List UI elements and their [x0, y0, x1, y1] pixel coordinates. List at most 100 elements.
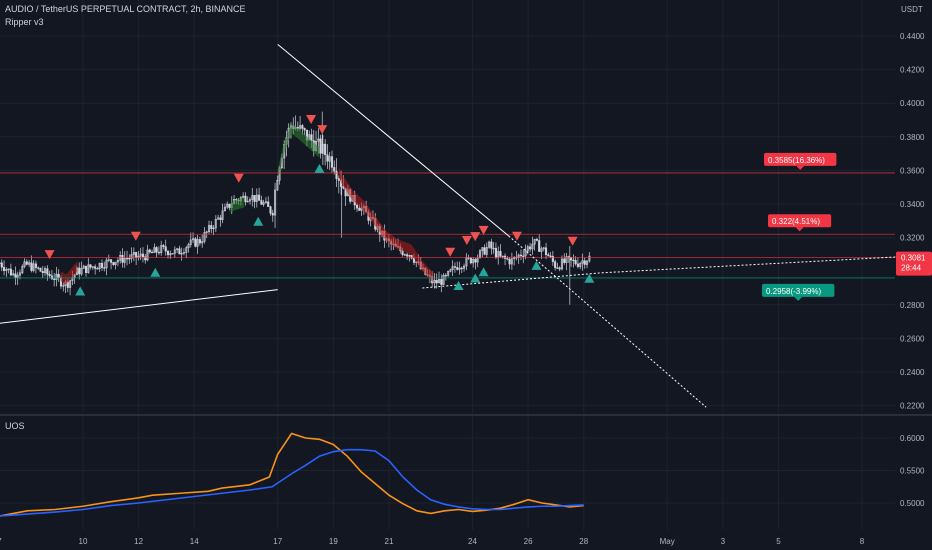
- candle: [264, 197, 267, 204]
- candle: [328, 151, 331, 170]
- candle: [96, 267, 99, 270]
- candle: [212, 224, 215, 236]
- candle: [440, 274, 443, 293]
- candle-body: [207, 225, 211, 233]
- candle-body: [107, 259, 110, 261]
- candle-body: [39, 268, 42, 272]
- candle: [554, 259, 557, 271]
- candle: [48, 270, 51, 278]
- candle: [187, 242, 190, 253]
- candle: [533, 238, 536, 251]
- candle-body: [212, 227, 215, 230]
- candle-body: [78, 267, 81, 275]
- uos-title: UOS: [5, 421, 25, 431]
- candle-body: [194, 238, 197, 247]
- candle-body: [444, 274, 447, 277]
- candle: [214, 215, 217, 233]
- candle: [62, 282, 65, 292]
- candle: [510, 252, 513, 270]
- candle-body: [153, 247, 156, 253]
- candle: [585, 259, 589, 269]
- sell-arrow-marker: [44, 250, 55, 260]
- candle-body: [435, 279, 438, 284]
- candle-body: [226, 203, 229, 208]
- candle-body: [547, 254, 550, 257]
- candle-body: [326, 154, 329, 162]
- candle: [330, 150, 334, 173]
- time-tick: 21: [385, 537, 394, 546]
- candle-body: [453, 266, 456, 268]
- candle-body: [437, 279, 441, 284]
- candle: [180, 247, 183, 261]
- candle-body: [187, 244, 190, 248]
- candle: [563, 253, 566, 265]
- candle-body: [576, 263, 579, 267]
- candle-body: [253, 195, 256, 202]
- candle-body: [490, 241, 493, 249]
- signal-bands: [60, 123, 434, 285]
- candle: [451, 260, 454, 276]
- candle-body: [560, 258, 564, 270]
- candle-body: [549, 255, 552, 257]
- candle-body: [210, 225, 213, 229]
- uos-tick: 0.5000: [900, 499, 925, 508]
- candle-body: [483, 247, 486, 255]
- candle: [403, 253, 406, 256]
- candle-body: [262, 202, 265, 205]
- candle: [176, 247, 179, 253]
- candle-body: [30, 262, 33, 271]
- price-tag-bg: [896, 251, 932, 276]
- stop-label-text: 0.2958(-3.99%): [766, 287, 821, 296]
- candle-body: [103, 267, 106, 269]
- candle: [162, 244, 165, 250]
- signal-band-green: [277, 123, 320, 181]
- price-tick: 0.4400: [900, 32, 925, 41]
- trendline-1: [277, 44, 509, 237]
- candle-body: [410, 255, 413, 259]
- candle-body: [94, 266, 97, 269]
- candle: [492, 241, 495, 254]
- candle-body: [273, 189, 277, 216]
- currency-label: USDT: [901, 5, 923, 14]
- candle: [262, 199, 265, 207]
- candle-body: [171, 253, 174, 255]
- candle-body: [223, 206, 226, 212]
- candle-body: [526, 246, 529, 252]
- candle: [171, 253, 174, 255]
- candle-body: [116, 260, 119, 263]
- candle-body: [358, 207, 361, 211]
- candle: [89, 264, 92, 270]
- candle-body: [37, 267, 40, 269]
- candle: [490, 238, 493, 255]
- candle: [146, 244, 149, 262]
- candle-body: [337, 178, 340, 181]
- candle: [255, 188, 258, 208]
- candle-body: [16, 274, 19, 278]
- candle-body: [267, 201, 270, 207]
- price-tick: 0.4200: [900, 66, 925, 75]
- candle: [544, 242, 548, 260]
- candle-body: [335, 170, 338, 179]
- candle: [273, 182, 277, 228]
- candle-body: [112, 262, 115, 265]
- candle-body: [458, 267, 461, 270]
- price-axis: USDT 0.4400 0.4200 0.4000 0.3800 0.3600 0.3400…: [900, 5, 925, 508]
- sell-arrow-marker: [470, 232, 481, 242]
- sell-arrow-marker: [511, 231, 522, 241]
- price-tick: 0.2200: [900, 402, 925, 411]
- candle: [319, 134, 322, 159]
- candle-body: [155, 247, 158, 253]
- stop-label-pointer: [794, 296, 803, 301]
- candle-body: [43, 268, 47, 274]
- candle-body: [506, 258, 509, 260]
- candle-body: [469, 257, 472, 264]
- candle-body: [34, 263, 37, 268]
- candle-body: [324, 143, 327, 156]
- target-label-high: 0.3585(16.36%): [764, 152, 837, 170]
- candle: [160, 240, 163, 256]
- candle-body: [91, 266, 94, 268]
- candle: [437, 271, 441, 284]
- candle-body: [255, 194, 258, 202]
- candle-body: [447, 271, 450, 276]
